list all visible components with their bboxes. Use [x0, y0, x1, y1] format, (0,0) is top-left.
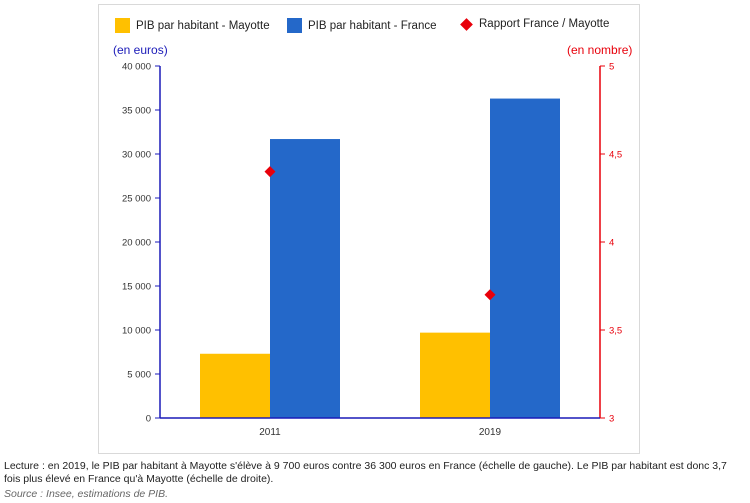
right-tick-label-3-5: 3,5 [609, 326, 622, 337]
right-tick-label-4-5: 4,5 [609, 150, 622, 161]
left-tick-label-40000: 40 000 [122, 62, 151, 73]
left-tick-label-0: 0 [146, 414, 151, 425]
right-tick-label-3: 3 [609, 414, 614, 425]
bar-pib-par-habitant-mayotte-2011 [200, 353, 270, 418]
ratio-marker-2011 [264, 166, 276, 178]
chart-plot: 2011 2019 0 5 000 10 000 15 000 20 000 25 000 30… [122, 62, 622, 439]
legend-item-mayotte: PIB par habitant - Mayotte [115, 18, 270, 33]
bar-pib-par-habitant-france-2011 [270, 139, 340, 419]
legend-item-france: PIB par habitant - France [287, 18, 436, 33]
legend-label-mayotte: PIB par habitant - Mayotte [136, 19, 270, 32]
source-note: Source : Insee, estimations de PIB. [4, 488, 169, 500]
legend-swatch-france [287, 18, 302, 33]
left-tick-label-20000: 20 000 [122, 238, 151, 249]
right-tick-label-4: 4 [609, 238, 614, 249]
left-tick-label-15000: 15 000 [122, 282, 151, 293]
left-tick-label-30000: 30 000 [122, 150, 151, 161]
left-axis-unit: (en euros) [113, 43, 168, 57]
legend-item-ratio: Rapport France / Mayotte [459, 17, 610, 31]
right-axis-unit: (en nombre) [567, 43, 633, 57]
x-tick-label-2011: 2011 [259, 427, 281, 438]
bar-pib-par-habitant-france-2019 [490, 98, 560, 418]
right-tick-label-5: 5 [609, 62, 614, 73]
bar-pib-par-habitant-mayotte-2019 [420, 332, 490, 418]
left-tick-label-5000: 5 000 [127, 370, 151, 381]
x-tick-label-2019: 2019 [479, 427, 502, 438]
ratio-marker-2019 [484, 289, 496, 301]
left-tick-label-10000: 10 000 [122, 326, 151, 337]
left-tick-label-35000: 35 000 [122, 106, 151, 117]
left-tick-label-25000: 25 000 [122, 194, 151, 205]
legend-label-france: PIB par habitant - France [308, 19, 437, 32]
footnote: Lecture : en 2019, le PIB par habitant à… [4, 460, 727, 485]
legend-label-ratio: Rapport France / Mayotte [479, 18, 610, 30]
chart-frame: PIB par habitant - Mayotte PIB par habit… [98, 4, 640, 454]
legend-swatch-mayotte [115, 18, 130, 33]
